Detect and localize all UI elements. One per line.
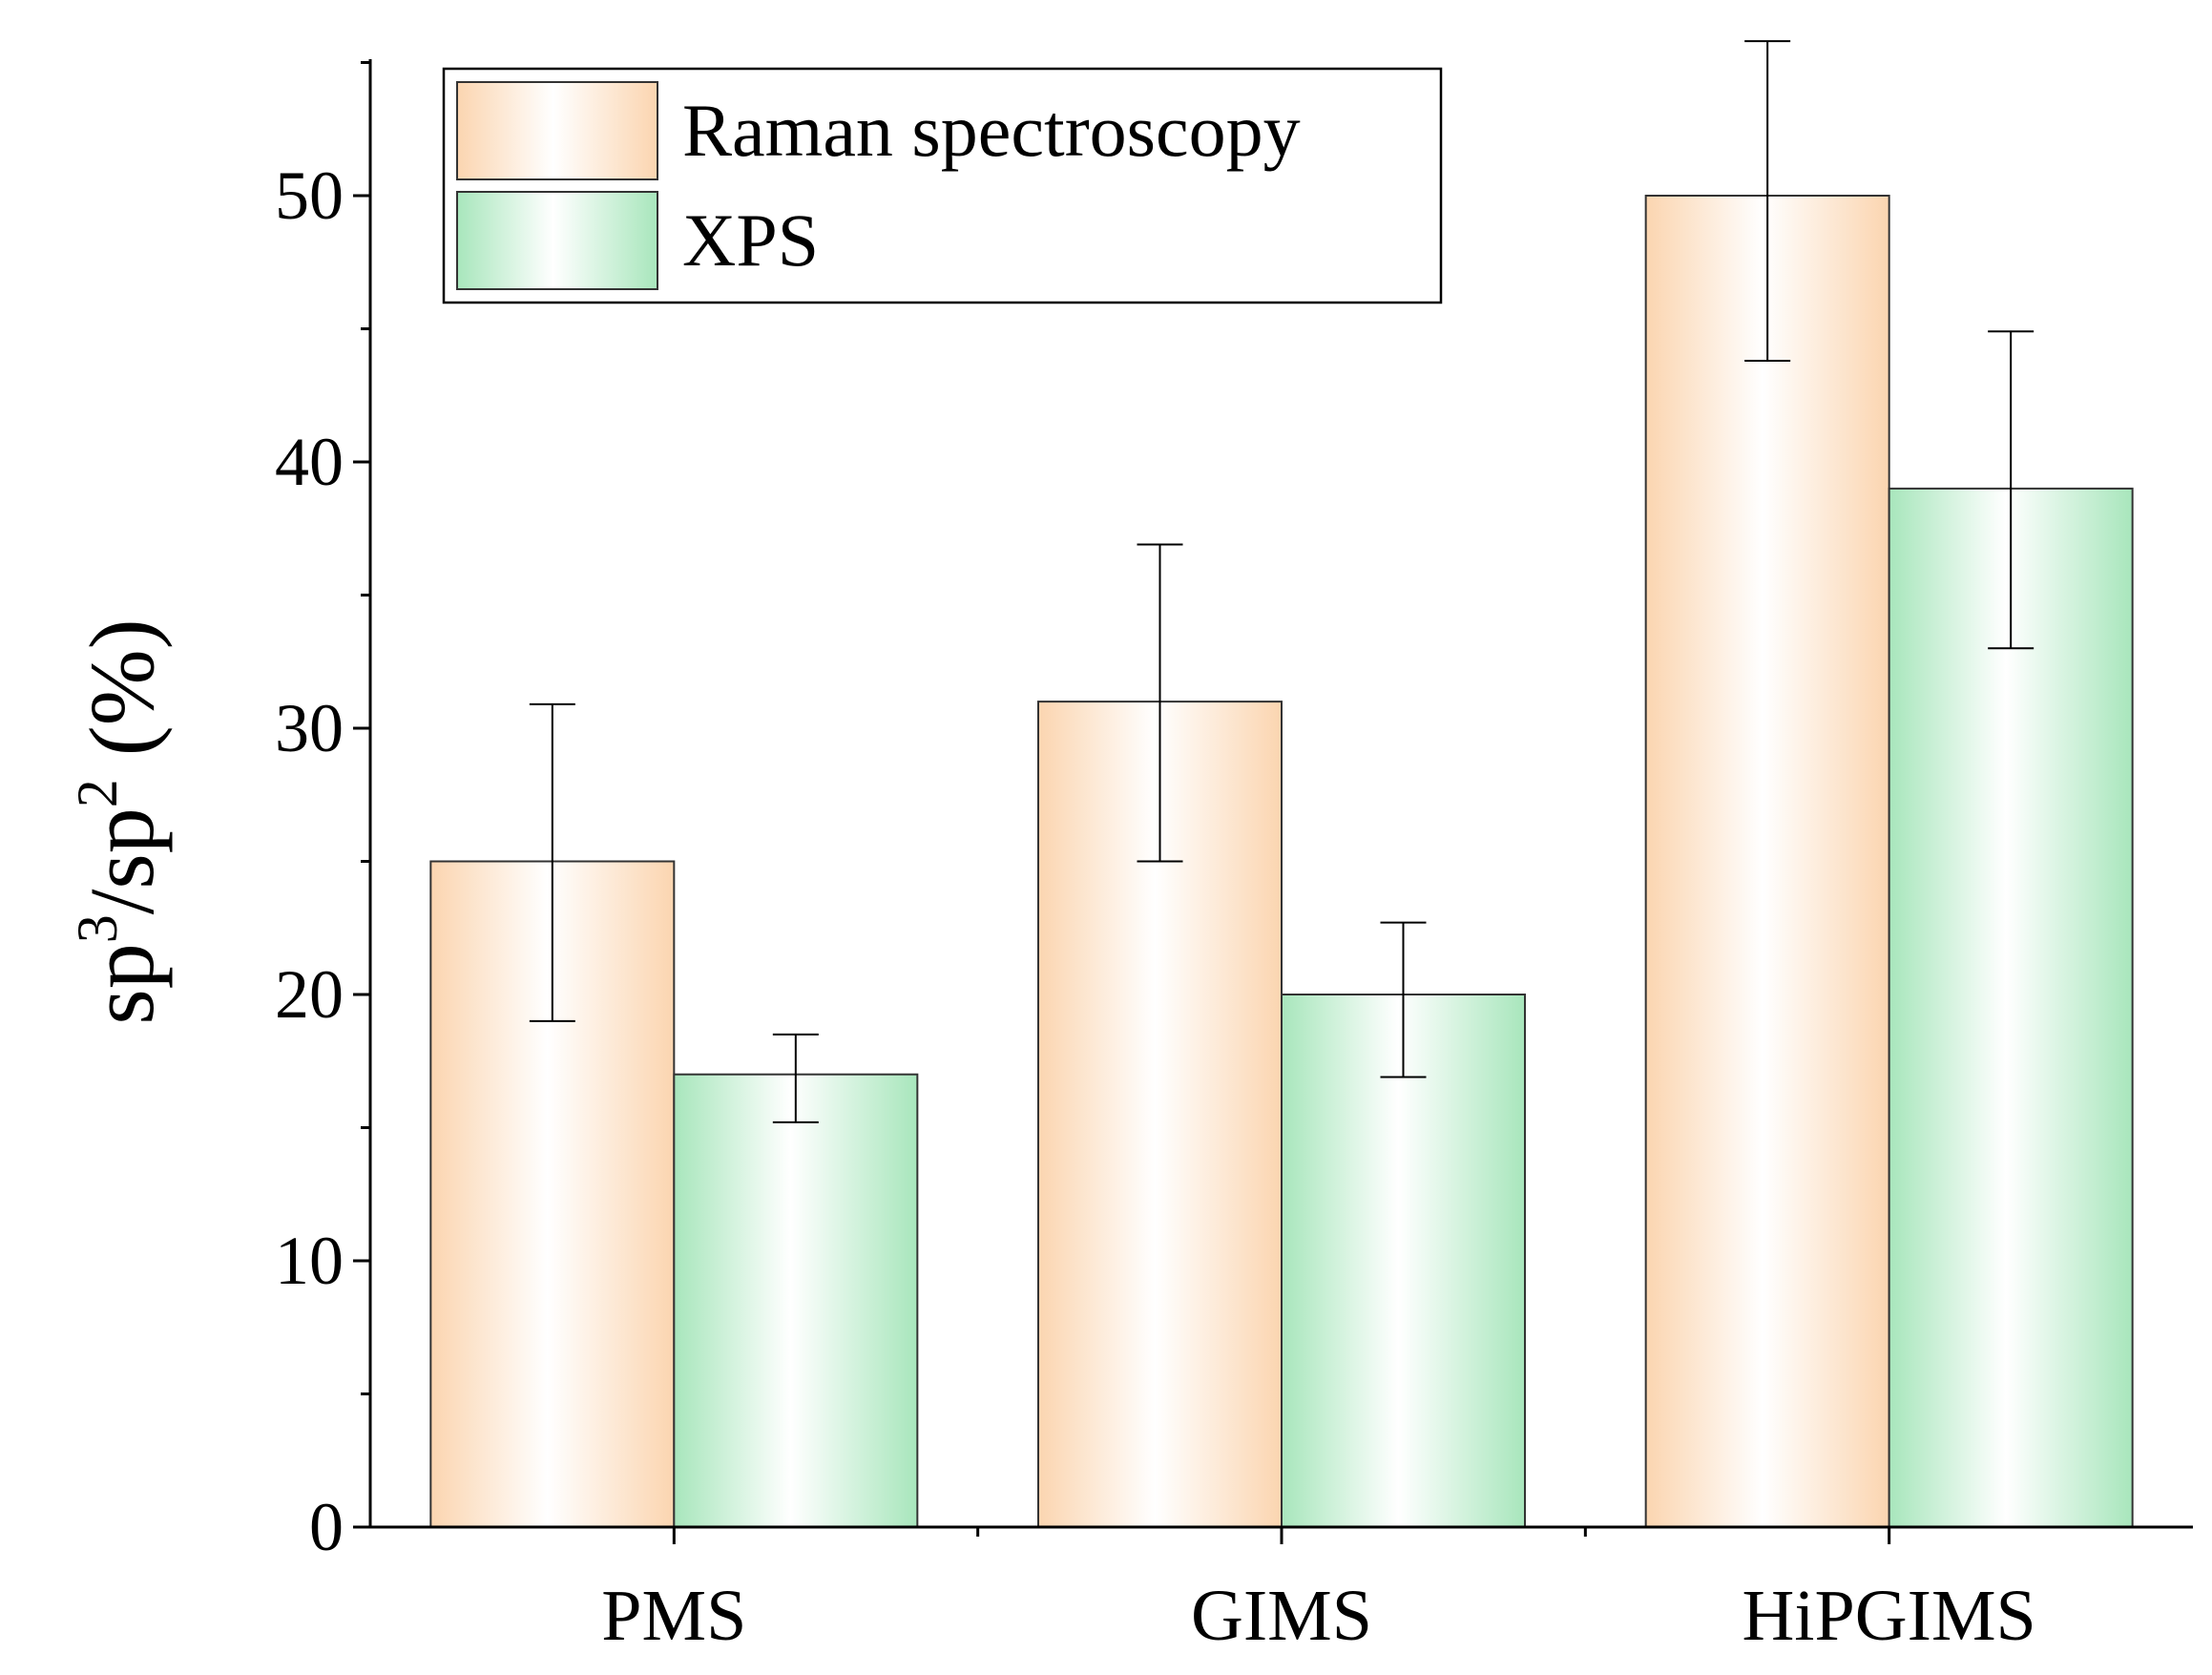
- y-label-sup-2: 2: [66, 779, 129, 807]
- x-tick-label-hipgims: HiPGIMS: [1742, 1576, 2036, 1656]
- y-tick-label: 30: [275, 690, 344, 766]
- bar-hipgims-xps: [1888, 487, 2134, 1528]
- bars-layer: [429, 195, 2134, 1528]
- legend: Raman spectroscopy XPS: [442, 67, 1443, 304]
- x-tick-label-pms: PMS: [601, 1576, 746, 1656]
- y-axis-label-group: sp3/sp2 (%): [66, 618, 173, 1024]
- legend-swatch-raman: [456, 81, 658, 180]
- y-label-sup-3: 3: [66, 914, 129, 943]
- y-axis-label: sp3/sp2 (%): [66, 618, 173, 1024]
- y-label-slash-sp: /sp: [71, 807, 173, 914]
- bar-hipgims-raman: [1644, 195, 1890, 1528]
- y-tick-label: 20: [275, 956, 344, 1033]
- bar-pms-xps: [673, 1073, 919, 1528]
- y-tick-label: 40: [275, 424, 344, 500]
- legend-label-xps: XPS: [682, 199, 819, 282]
- axes-layer: 0 10 20 30 40 50 PMS GIMS HiPGIMS: [275, 59, 2193, 1656]
- y-tick-label: 0: [309, 1489, 344, 1565]
- legend-swatch-xps: [456, 191, 658, 290]
- y-label-sp: sp: [71, 943, 173, 1024]
- y-tick-label: 10: [275, 1223, 344, 1299]
- error-bars-layer: [529, 40, 2035, 1123]
- y-label-percent: (%): [71, 618, 173, 779]
- y-tick-label: 50: [275, 157, 344, 234]
- legend-label-raman: Raman spectroscopy: [682, 89, 1301, 172]
- x-tick-label-gims: GIMS: [1191, 1576, 1372, 1656]
